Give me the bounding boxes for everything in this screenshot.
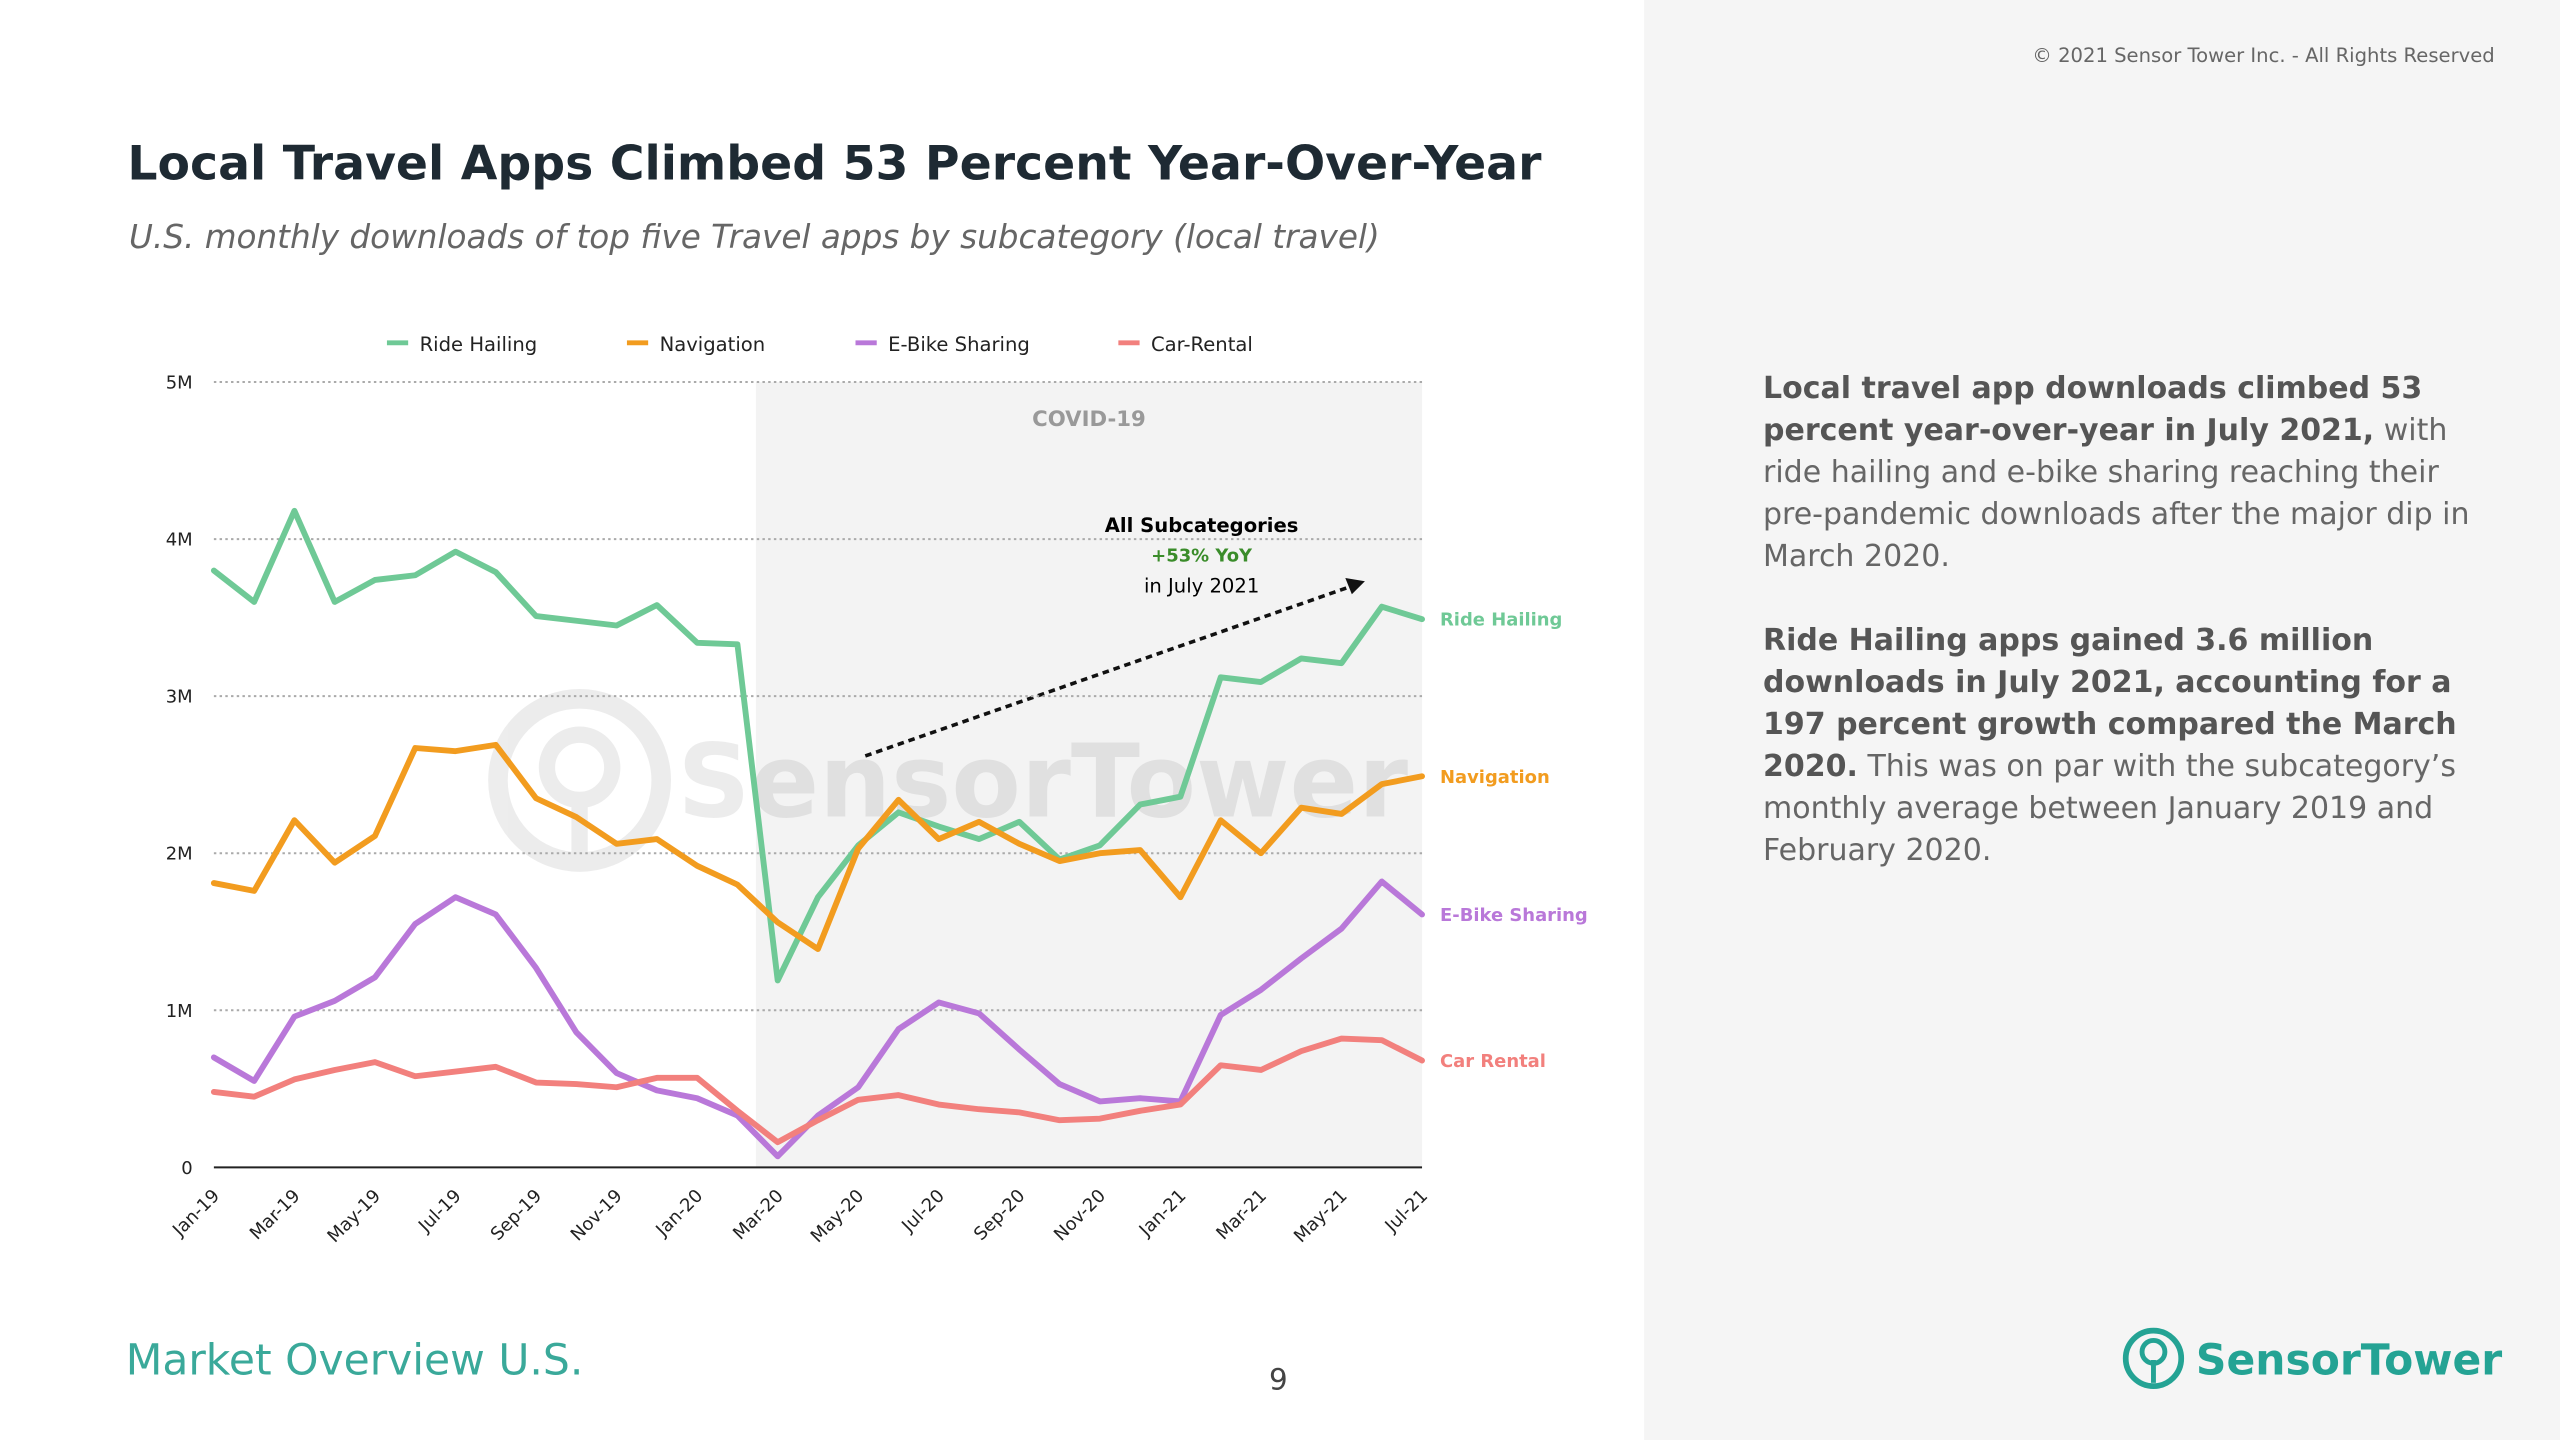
x-tick-label: Jul-21 (1381, 1185, 1433, 1237)
x-tick-label: Mar-19 (246, 1185, 305, 1244)
title: Local Travel Apps Climbed 53 Percent Yea… (127, 137, 1542, 192)
x-tick-label: May-20 (807, 1185, 869, 1247)
x-tick-label: Sep-20 (970, 1185, 1029, 1244)
legend-label: Ride Hailing (420, 333, 538, 356)
subtitle: U.S. monthly downloads of top five Trave… (129, 218, 1380, 256)
note: Local travel app downloads climbed 53 pe… (1763, 368, 2473, 578)
note-bold: Local travel app downloads climbed 53 pe… (1763, 371, 2423, 448)
annotation-heading: All Subcategories (1105, 514, 1299, 537)
note-bold: Ride Hailing apps gained 3.6 million dow… (1763, 623, 2457, 784)
page-number: 9 (1269, 1362, 1288, 1396)
end-label: Car Rental (1440, 1051, 1546, 1072)
x-tick-label: Mar-20 (729, 1185, 788, 1244)
logo: SensorTower (2122, 1327, 2502, 1389)
series-line (210, 878, 1425, 1160)
note: Ride Hailing apps gained 3.6 million dow… (1763, 620, 2473, 872)
x-tick-label: Jul-19 (414, 1185, 466, 1237)
y-tick-label: 2M (166, 844, 193, 865)
arrow-head (1345, 577, 1365, 595)
annotation-growth: +53% YoY (1151, 546, 1253, 567)
note-text: This was on par with the subcategory’s m… (1763, 749, 2456, 868)
x-tick-label: Jul-20 (897, 1185, 949, 1237)
x-tick-label: May-19 (323, 1185, 385, 1247)
series-line (210, 1035, 1425, 1146)
end-label: Navigation (1440, 767, 1550, 788)
x-tick-label: May-21 (1290, 1185, 1352, 1247)
watermark-text: SensorTower (678, 722, 1409, 840)
x-tick-label: Nov-19 (567, 1185, 627, 1245)
series-line (210, 741, 1425, 952)
x-tick-label: Jan-19 (168, 1185, 224, 1241)
y-tick-label: 4M (166, 530, 193, 551)
end-label: Ride Hailing (1440, 610, 1562, 631)
trend-arrow (864, 584, 1353, 758)
footer: Market Overview U.S. (126, 1337, 584, 1386)
y-tick-label: 5M (166, 373, 193, 394)
x-tick-label: Mar-21 (1212, 1185, 1271, 1244)
covid-shade (755, 382, 1423, 1168)
side-panel (1644, 0, 2560, 1440)
y-tick-label: 3M (166, 687, 193, 708)
x-tick-label: Nov-20 (1050, 1185, 1110, 1245)
shade-label: COVID-19 (1032, 407, 1146, 432)
series-line (210, 507, 1425, 984)
y-tick-label: 0 (181, 1158, 192, 1179)
x-tick-label: Jan-21 (1135, 1185, 1191, 1241)
end-label: E-Bike Sharing (1440, 905, 1588, 926)
annotation-when: in July 2021 (1144, 575, 1259, 598)
logo-text: SensorTower (2196, 1337, 2502, 1386)
legend-label: Car-Rental (1151, 333, 1253, 356)
note-text: with ride hailing and e-bike sharing rea… (1763, 413, 2470, 574)
y-tick-label: 1M (166, 1001, 193, 1022)
legend-label: E-Bike Sharing (888, 333, 1030, 356)
x-tick-label: Sep-19 (487, 1185, 546, 1244)
x-tick-label: Jan-20 (651, 1185, 707, 1241)
copyright: © 2021 Sensor Tower Inc. - All Rights Re… (2032, 44, 2494, 67)
notes: Local travel app downloads climbed 53 pe… (1763, 368, 2473, 914)
legend-label: Navigation (660, 333, 766, 356)
